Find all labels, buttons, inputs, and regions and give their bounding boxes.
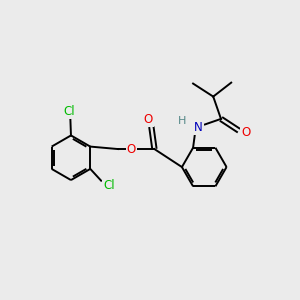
Text: O: O (144, 113, 153, 126)
Text: O: O (241, 126, 250, 139)
Text: O: O (127, 142, 136, 156)
Text: Cl: Cl (103, 179, 115, 192)
Text: H: H (178, 116, 187, 126)
Text: N: N (194, 121, 203, 134)
Text: Cl: Cl (63, 105, 75, 118)
